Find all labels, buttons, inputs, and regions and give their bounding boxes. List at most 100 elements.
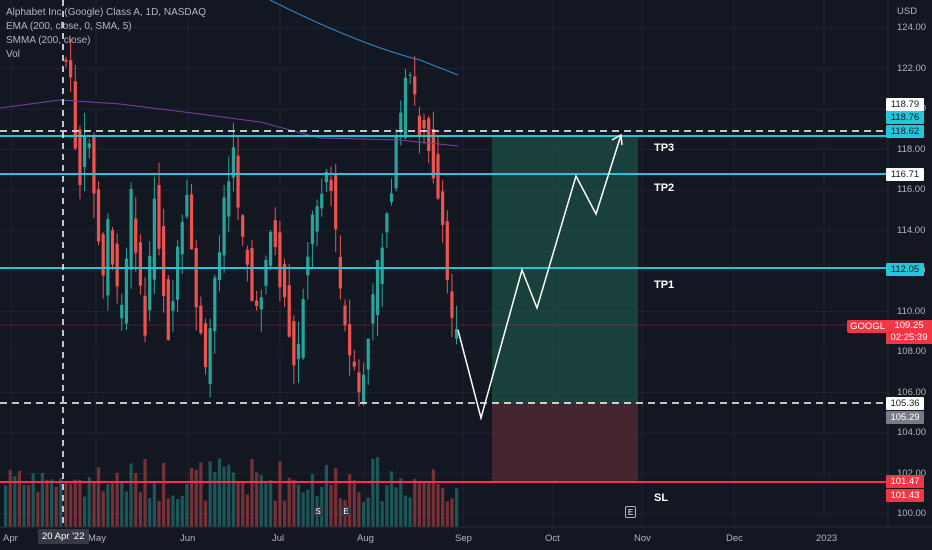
volume-bar (96, 467, 101, 527)
volume-bar (255, 472, 259, 527)
volume-bar (59, 478, 63, 527)
candle-body (310, 214, 315, 245)
candle-body (203, 323, 208, 368)
price-tag: 105.36 (886, 397, 924, 410)
volume-bar (138, 492, 142, 527)
tp2-label: TP2 (654, 182, 675, 194)
candle-body (110, 230, 115, 265)
volume-bar (73, 479, 77, 527)
sl-label: SL (654, 492, 669, 504)
volume-bar (357, 492, 361, 527)
volume-bar (375, 457, 380, 527)
volume-bar (50, 479, 54, 527)
volume-bar (222, 466, 226, 527)
time-tick: Dec (726, 533, 743, 544)
volume-bar (408, 497, 412, 527)
time-tick: Aug (357, 533, 374, 544)
candle-body (450, 291, 454, 318)
upcoming-earnings-icon[interactable]: E (625, 506, 636, 518)
volume-bar (124, 491, 129, 527)
volume-bar (106, 483, 110, 527)
volume-bar (17, 470, 21, 527)
volume-bar (176, 499, 180, 527)
candle-body (315, 206, 319, 232)
candle-body (217, 252, 222, 280)
volume-bar (129, 463, 133, 527)
volume-bar (264, 483, 268, 527)
candle-body (83, 136, 87, 168)
candle-body (399, 112, 403, 133)
candle-body (259, 297, 263, 310)
candle-body (445, 221, 449, 280)
volume-bar (348, 474, 352, 527)
candle-body (171, 301, 175, 311)
volume-bar (227, 464, 231, 527)
volume-bar (78, 480, 82, 527)
volume-bar (338, 498, 342, 527)
price-tag: 118.79 (886, 98, 924, 111)
candle-body (124, 258, 129, 324)
price-tick: 116.00 (897, 184, 926, 195)
volume-bar (22, 484, 26, 527)
candle-body (134, 218, 138, 253)
candle-body (417, 115, 421, 136)
volume-bar (203, 500, 208, 527)
volume-bar (329, 484, 333, 527)
volume-bar (385, 485, 389, 527)
projection-path (457, 134, 622, 421)
candle-body (189, 194, 194, 250)
candle-body (166, 279, 170, 340)
currency-label: USD (897, 6, 918, 17)
chart-legend: Alphabet Inc (Google) Class A, 1D, NASDA… (6, 6, 206, 62)
price-tick: 114.00 (897, 224, 926, 236)
legend-vol: Vol (6, 49, 20, 60)
volume-bar (92, 481, 96, 527)
candle-body (343, 305, 347, 326)
volume-bar (334, 468, 338, 527)
candle-body (455, 328, 459, 339)
candle-body (106, 219, 110, 296)
volume-bar (445, 501, 449, 527)
candle-body (348, 324, 352, 356)
candle-body (250, 248, 254, 301)
candle-body (73, 81, 77, 149)
candle-body (324, 172, 328, 183)
time-tick: Nov (634, 533, 651, 544)
volume-bar (436, 484, 440, 527)
volume-bar (241, 480, 245, 527)
legend-ema: EMA (200, close, 0, SMA, 5) (6, 21, 132, 32)
legend-title: Alphabet Inc (Google) Class A, 1D, NASDA… (6, 7, 207, 18)
volume-bar (120, 482, 124, 527)
price-tick: 102.00 (897, 467, 927, 479)
symbol-badge: GOOGL (847, 320, 888, 333)
earnings-event-icon[interactable]: E (341, 506, 351, 517)
candle-body (403, 77, 408, 138)
candle-body (185, 195, 189, 217)
candle-body (241, 215, 245, 237)
candle-body (213, 277, 217, 332)
projection-arrowhead (611, 133, 623, 146)
candle-body (227, 181, 231, 217)
volume-bar (36, 491, 40, 527)
candle-body (362, 374, 366, 404)
candle-body (301, 299, 305, 358)
volume-bar (427, 483, 431, 527)
candle-body (380, 247, 384, 284)
candle-body (366, 338, 370, 370)
volume-bar (171, 495, 175, 527)
candle-body (180, 221, 184, 255)
split-event-icon[interactable]: S (313, 506, 323, 517)
volume-bar (450, 498, 454, 527)
volume-bar (417, 481, 421, 527)
volume-bar (143, 458, 147, 527)
price-tick: 108.00 (897, 346, 927, 357)
candle-body (152, 198, 156, 280)
candle-body (231, 147, 235, 178)
candle-body (115, 243, 119, 287)
volume-bar (352, 480, 356, 527)
candle-body (236, 155, 240, 208)
candle-body (87, 143, 91, 148)
candle-body (278, 232, 282, 288)
volume-bar (394, 487, 398, 527)
